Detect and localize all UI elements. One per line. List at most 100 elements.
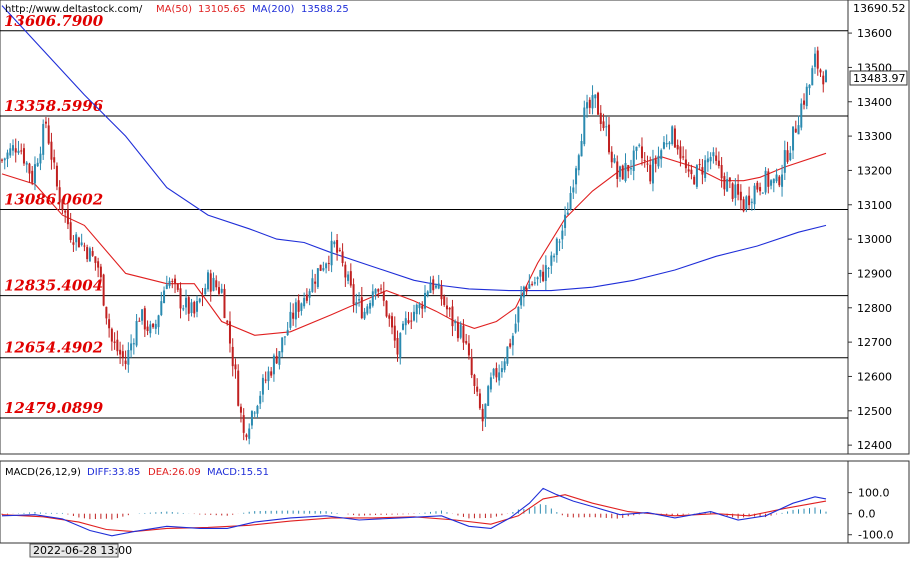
price-tick-label: 13100 <box>857 199 892 212</box>
candle-body <box>110 328 113 342</box>
candle-body <box>61 199 64 211</box>
ma50-label: MA(50) <box>156 4 192 15</box>
macd-value-label: MACD:15.51 <box>207 467 269 478</box>
candle-body <box>407 320 410 323</box>
candle-body <box>564 214 567 228</box>
candle-body <box>731 183 734 199</box>
candle-body <box>36 162 39 167</box>
candle-body <box>594 94 597 99</box>
candle-body <box>289 311 292 328</box>
candle-body <box>547 268 550 270</box>
candle-body <box>64 210 67 213</box>
candle-body <box>423 292 426 309</box>
candle-body <box>465 341 468 344</box>
candle-body <box>300 303 303 311</box>
candle-body <box>588 99 591 108</box>
candle-body <box>380 288 383 290</box>
candle-body <box>190 302 193 314</box>
candle-body <box>673 128 676 148</box>
candle-body <box>473 374 476 386</box>
candle-body <box>31 170 34 183</box>
candle-body <box>654 159 657 164</box>
candle-body <box>561 230 564 240</box>
candle-body <box>434 285 437 288</box>
candle-body <box>292 312 295 319</box>
candle-body <box>231 346 234 367</box>
candle-body <box>770 180 773 186</box>
candle-body <box>454 321 457 324</box>
candle-body <box>47 125 50 144</box>
candle-body <box>127 349 130 365</box>
candle-body <box>259 395 262 404</box>
candle-body <box>86 247 89 260</box>
level-label: 12654.4902 <box>4 339 103 357</box>
candle-body <box>542 271 545 281</box>
candle-body <box>132 343 135 345</box>
candle-body <box>783 150 786 173</box>
candle-body <box>753 185 756 205</box>
candle-body <box>94 256 97 263</box>
candle-body <box>399 333 402 358</box>
candle-body <box>728 177 731 182</box>
candle-body <box>278 351 281 365</box>
candle-body <box>281 337 284 353</box>
candle-body <box>237 370 240 406</box>
price-tick-label: 12600 <box>857 370 892 383</box>
candle-body <box>53 157 56 163</box>
candle-body <box>322 268 325 271</box>
candle-body <box>228 321 231 344</box>
candle-body <box>201 295 204 297</box>
candle-body <box>651 159 654 184</box>
candle-body <box>261 377 264 395</box>
candle-body <box>305 294 308 301</box>
candle-body <box>358 299 361 301</box>
candle-body <box>220 288 223 293</box>
candle-body <box>97 261 100 268</box>
macd-tick-label: 0.0 <box>858 508 876 521</box>
candle-body <box>272 355 275 375</box>
candle-body <box>819 69 822 73</box>
candle-body <box>369 303 372 309</box>
candle-body <box>520 295 523 306</box>
candle-body <box>396 337 399 355</box>
candle-body <box>478 393 481 409</box>
candle-body <box>720 165 723 179</box>
candle-body <box>621 165 624 180</box>
candle-body <box>11 145 14 151</box>
candle-body <box>402 323 405 330</box>
candle-body <box>165 284 168 289</box>
candle-body <box>163 290 166 304</box>
candle-body <box>786 150 789 162</box>
candle-body <box>451 306 454 327</box>
candle-body <box>745 196 748 209</box>
candle-body <box>803 100 806 105</box>
candle-body <box>748 195 751 206</box>
candle-body <box>108 319 111 329</box>
candle-body <box>602 121 605 129</box>
candle-body <box>297 300 300 312</box>
candle-body <box>242 415 245 433</box>
candle-body <box>66 210 69 225</box>
candle-body <box>58 187 61 203</box>
candle-body <box>643 159 646 161</box>
candle-body <box>506 346 509 364</box>
source-url[interactable]: http://www.deltastock.com/ <box>5 4 143 15</box>
candle-body <box>481 408 484 422</box>
candle-body <box>591 95 594 109</box>
level-label: 12835.4004 <box>4 277 103 295</box>
ma200-label: MA(200) <box>252 4 294 15</box>
candle-body <box>624 162 627 182</box>
candle-body <box>130 343 133 351</box>
candle-body <box>421 305 424 309</box>
candle-body <box>649 164 652 182</box>
candle-body <box>20 150 23 152</box>
candle-body <box>597 92 600 115</box>
candle-body <box>750 201 753 203</box>
candle-body <box>308 291 311 298</box>
candle-body <box>382 291 385 301</box>
candle-body <box>333 241 336 245</box>
candle-body <box>662 142 665 149</box>
candle-body <box>239 406 242 413</box>
candle-body <box>336 239 339 253</box>
candle-body <box>742 199 745 212</box>
